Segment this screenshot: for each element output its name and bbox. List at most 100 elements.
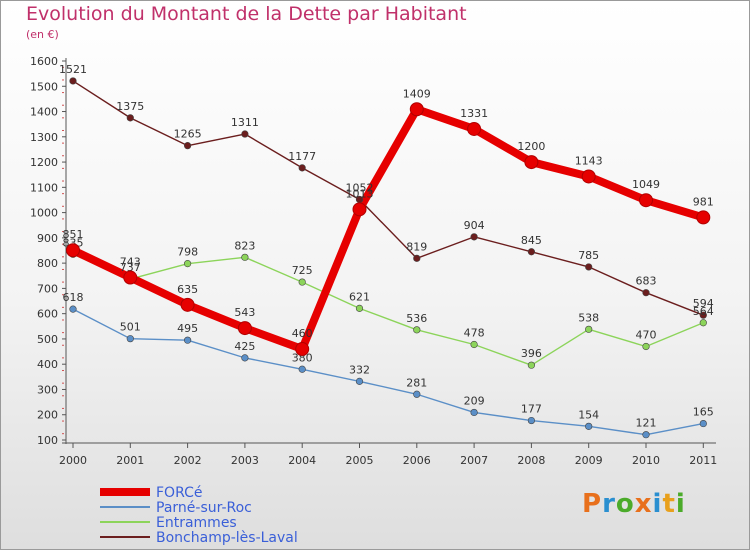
legend-label: FORCé (156, 485, 203, 501)
data-label: 725 (292, 264, 313, 277)
logo-letter: x (634, 489, 653, 519)
data-point (123, 270, 138, 285)
logo-letter: t (662, 489, 676, 519)
data-label: 332 (349, 363, 370, 376)
data-point (642, 431, 650, 439)
data-point (298, 278, 306, 286)
data-label: 538 (578, 311, 599, 324)
data-point (470, 233, 478, 241)
y-tick-label: 1400 (30, 106, 58, 119)
data-label: 564 (693, 305, 714, 318)
data-label: 1143 (575, 154, 603, 167)
data-label: 819 (406, 240, 427, 253)
data-point (298, 365, 306, 373)
data-point (642, 342, 650, 351)
data-point (585, 263, 593, 271)
data-label: 209 (464, 394, 485, 407)
logo-letter: P (582, 489, 603, 519)
data-label: 495 (177, 322, 198, 335)
data-label: 121 (636, 417, 657, 430)
data-point (184, 142, 192, 150)
data-label: 177 (521, 403, 542, 416)
y-tick-label: 1200 (30, 156, 58, 169)
data-label: 743 (120, 256, 141, 269)
data-point (413, 390, 421, 398)
data-point (69, 77, 77, 85)
data-point (298, 164, 306, 172)
data-point (413, 326, 421, 334)
x-tick-label: 2008 (517, 454, 545, 467)
data-label: 798 (177, 246, 198, 259)
y-tick-label: 400 (37, 358, 58, 371)
logo-letter: i (675, 489, 686, 519)
data-label: 1375 (116, 100, 144, 113)
x-tick-label: 2007 (460, 454, 488, 467)
data-point (470, 408, 478, 417)
data-point (585, 325, 593, 333)
data-label: 1052 (346, 181, 374, 194)
data-label: 1049 (632, 178, 660, 191)
data-point (699, 419, 707, 428)
x-tick-label: 2005 (346, 454, 374, 467)
proxiti-logo: Proxiti (582, 489, 686, 519)
data-label: 470 (636, 329, 657, 342)
data-point (66, 243, 80, 258)
series-line-1 (72, 253, 704, 366)
data-point (69, 305, 77, 313)
data-point (527, 416, 536, 425)
data-label: 683 (636, 275, 657, 288)
logo-letter: i (652, 489, 663, 519)
data-point (639, 193, 653, 208)
data-point (585, 422, 593, 430)
x-tick-label: 2010 (632, 454, 660, 467)
data-point (581, 169, 596, 184)
y-tick-label: 800 (37, 257, 58, 270)
x-tick-label: 2002 (174, 454, 202, 467)
data-point (295, 342, 310, 357)
data-label: 1177 (288, 150, 316, 163)
data-label: 635 (177, 283, 198, 296)
data-label: 1331 (460, 107, 488, 120)
legend-label: Entrammes (156, 515, 237, 531)
data-label: 478 (464, 326, 485, 339)
data-label: 1265 (174, 128, 202, 141)
data-label: 1521 (59, 63, 87, 76)
data-label: 618 (63, 291, 84, 304)
x-tick-label: 2004 (288, 454, 316, 467)
data-point (241, 130, 249, 138)
y-tick-label: 1600 (30, 55, 58, 68)
data-point (413, 254, 421, 262)
data-label: 981 (693, 195, 714, 208)
data-point (355, 304, 364, 312)
data-point (355, 377, 364, 385)
data-label: 396 (521, 347, 542, 360)
data-label: 785 (578, 249, 599, 262)
data-point (524, 155, 539, 170)
y-tick-label: 900 (37, 232, 58, 245)
data-point (696, 210, 711, 225)
data-label: 904 (464, 219, 485, 232)
y-tick-label: 600 (37, 308, 58, 321)
data-point (126, 114, 134, 122)
data-point (699, 319, 707, 327)
legend-label: Bonchamp-lès-Laval (156, 530, 298, 546)
data-point (241, 354, 249, 362)
data-point (527, 361, 536, 369)
x-tick-label: 2006 (403, 454, 431, 467)
data-point (184, 260, 192, 268)
data-point (184, 336, 192, 344)
data-point (126, 335, 134, 343)
data-point (241, 253, 249, 261)
y-tick-label: 1100 (30, 181, 58, 194)
x-tick-label: 2003 (231, 454, 259, 467)
x-tick-label: 2001 (116, 454, 144, 467)
logo-letter: r (602, 489, 616, 519)
data-point (527, 248, 536, 256)
y-tick-label: 1300 (30, 131, 58, 144)
data-label: 845 (521, 234, 542, 247)
y-tick-label: 300 (37, 383, 58, 396)
y-tick-label: 700 (37, 282, 58, 295)
data-point (180, 297, 195, 312)
y-tick-label: 1500 (30, 80, 58, 93)
